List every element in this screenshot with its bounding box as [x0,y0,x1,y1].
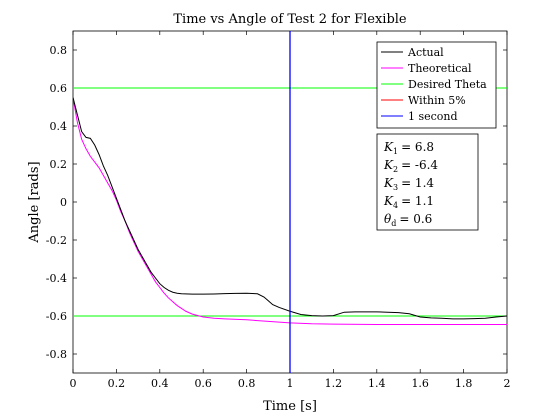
y-tick-label: -0.8 [46,348,67,361]
x-tick-label: 1.6 [411,377,429,390]
legend-label: Actual [407,46,444,59]
annotation-symbol: K [383,176,394,190]
y-tick-label: 0.4 [50,120,68,133]
annotation-line: K4 = 1.1 [383,194,434,210]
y-axis-label: Angle [rads] [27,161,42,243]
legend-box [376,41,497,129]
legend-label: 1 second [408,110,458,123]
annotation-subscript: 4 [393,201,398,210]
x-tick-label: 0.4 [151,377,169,390]
y-tick-label: 0.8 [50,44,68,57]
plot-area: 0 0.2 0.4 0.6 0.8 1 1.2 1.4 1.6 1.8 2 0.8 0.6 0.4 0.2 0… [46,30,511,390]
series-line-theoretical [73,97,507,326]
annotation-symbol: K [383,140,394,154]
x-tick-label: 1.2 [325,377,343,390]
x-tick-label: 0.8 [238,377,256,390]
y-tick-label: 0 [60,196,67,209]
x-axis-label: Time [s] [263,399,317,414]
annotation-line: K2 = -6.4 [383,158,438,174]
x-tick-label: 0.6 [194,377,212,390]
annotation-value: = 6.8 [401,140,434,154]
y-tick-label: 0.6 [50,82,68,95]
annotation-symbol: K [383,158,394,172]
annotation-subscript: 2 [393,165,398,174]
legend-label: Desired Theta [408,78,487,91]
annotation-subscript: d [391,219,396,228]
annotation-symbol: K [383,194,394,208]
annotation-line: K3 = 1.4 [383,176,434,192]
annotation-value: = 1.4 [401,176,434,190]
annotation-line: K1 = 6.8 [383,140,434,156]
x-tick-label: 1.8 [455,377,473,390]
annotation-value: = -6.4 [401,158,438,172]
legend-label: Theoretical [408,62,472,75]
legend-label: Within 5% [408,94,466,107]
annotation-box [376,133,479,231]
annotation-subscript: 3 [393,183,398,192]
y-tick-label: -0.4 [46,272,67,285]
x-tick-label: 1 [287,377,294,390]
annotation-value: = 1.1 [401,194,434,208]
x-tick-label: 0.2 [108,377,126,390]
x-tick-label: 0 [70,377,77,390]
x-tick-label: 2 [504,377,511,390]
x-tick-label: 1.4 [368,377,386,390]
annotation-value: = 0.6 [399,212,432,226]
chart-title: Time vs Angle of Test 2 for Flexible [173,12,407,27]
series-line-actual [73,97,507,320]
y-tick-label: -0.2 [46,234,67,247]
y-tick-label: -0.6 [46,310,67,323]
annotation-symbol: θ [384,212,392,226]
annotation-line: θd = 0.6 [384,212,432,228]
annotation-subscript: 1 [393,147,398,156]
y-tick-label: 0.2 [50,158,68,171]
